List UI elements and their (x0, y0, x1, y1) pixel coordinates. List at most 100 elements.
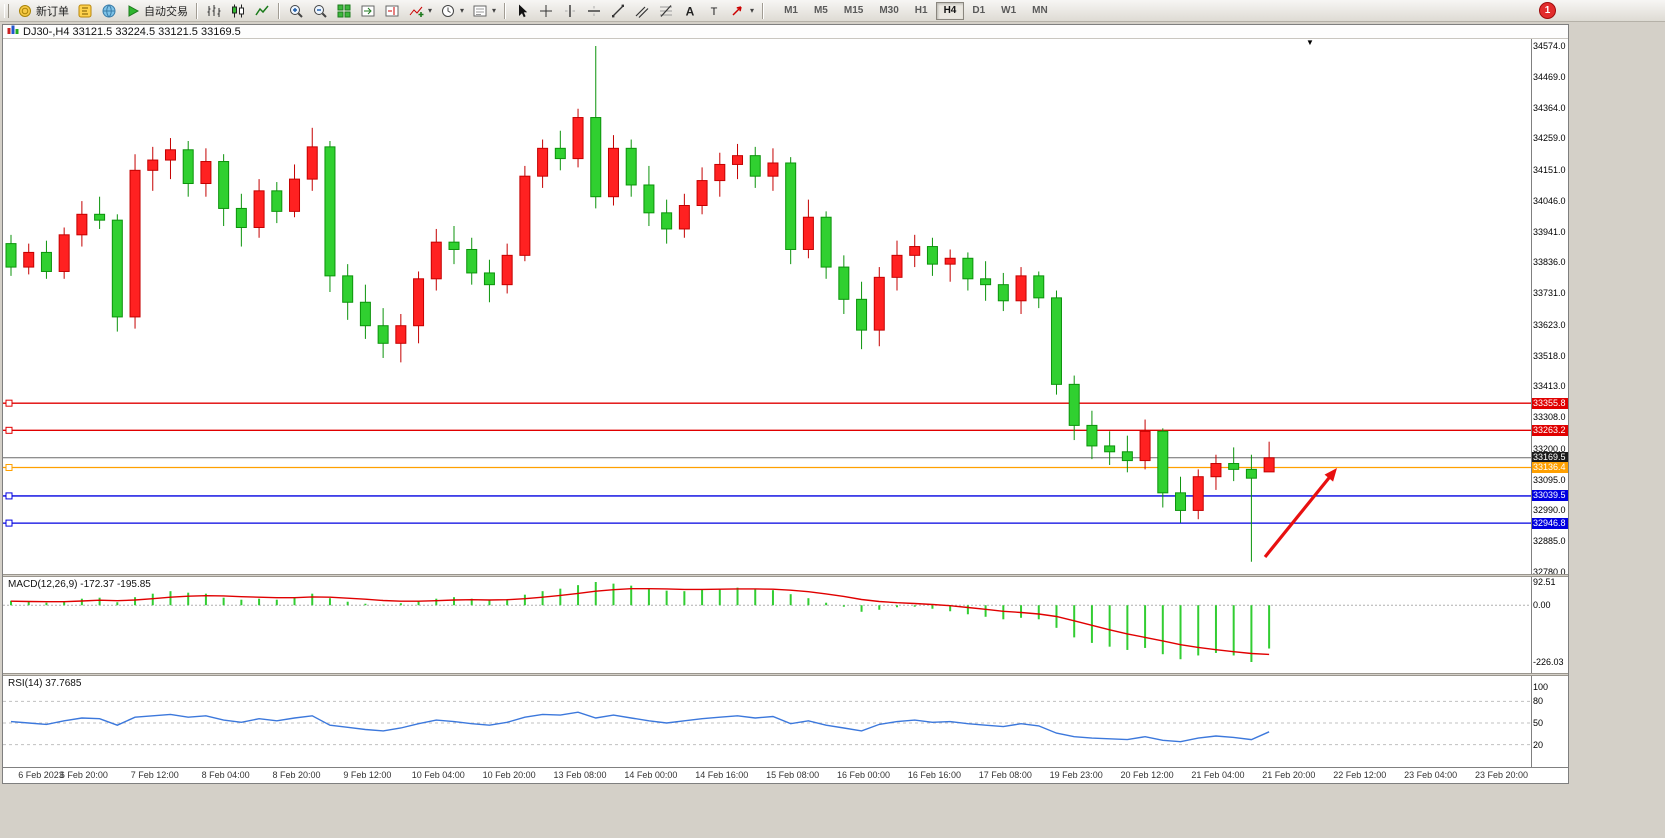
candlestick-chart-button[interactable] (226, 1, 250, 21)
time-axis[interactable]: 6 Feb 2023 6 Feb 20:00 7 Feb 12:00 8 Feb 04… (3, 767, 1568, 783)
price-axis-label: 32885.0 (1533, 536, 1566, 547)
timeframe-d1-button[interactable]: D1 (972, 4, 986, 16)
rsi-axis-label: 20 (1533, 739, 1544, 750)
periods-icon (440, 3, 456, 19)
line-anchor[interactable] (5, 464, 13, 472)
dropdown-arrow-icon: ▾ (750, 6, 755, 15)
community-icon (101, 3, 117, 19)
crosshair-button[interactable] (534, 1, 558, 21)
channel-button[interactable] (630, 1, 654, 21)
autotrading-button[interactable]: 自动交易 (121, 1, 192, 21)
timeframe-w1-button[interactable]: W1 (1001, 4, 1017, 16)
pane-splitter[interactable] (3, 673, 1568, 676)
timeframe-h4-button[interactable]: H4 (935, 1, 965, 20)
time-axis-label: 8 Feb 20:00 (272, 770, 321, 780)
price-chart-plot[interactable] (3, 39, 1531, 574)
macd-signal-line (10, 587, 1270, 656)
arrow-annotation[interactable] (1263, 468, 1337, 559)
macd-plot[interactable] (3, 577, 1531, 673)
line-chart-button[interactable] (250, 1, 274, 21)
time-axis-label: 23 Feb 04:00 (1404, 770, 1458, 780)
price-tag: 33263.2 (1532, 424, 1568, 436)
text-label-button[interactable]: T (702, 1, 726, 21)
zoom-out-button[interactable] (308, 1, 332, 21)
macd-axis-label: 92.51 (1533, 577, 1556, 587)
text-icon: A (682, 3, 698, 19)
indicators-icon (408, 3, 424, 19)
line-anchor[interactable] (5, 492, 13, 500)
macd-axis-label: -226.03 (1533, 657, 1564, 667)
horizontal-line-button[interactable] (582, 1, 606, 21)
time-axis-label: 14 Feb 00:00 (624, 770, 678, 780)
price-axis-label: 33518.0 (1533, 350, 1566, 361)
price-axis-label: 33836.0 (1533, 257, 1566, 268)
auto-scroll-icon (360, 3, 376, 19)
notification-badge[interactable]: 1 (1539, 2, 1556, 19)
autotrading-label: 自动交易 (144, 5, 188, 18)
rsi-pane[interactable]: RSI(14) 37.7685 100 80 50 20 (3, 676, 1568, 767)
chart-shift-button[interactable] (380, 1, 404, 21)
tile-windows-button[interactable] (332, 1, 356, 21)
macd-label: MACD(12,26,9) -172.37 -195.85 (8, 579, 151, 590)
arrows-button[interactable]: ▾ (726, 1, 758, 21)
bar-chart-button[interactable] (202, 1, 226, 21)
timeframe-h1-button[interactable]: H1 (914, 4, 928, 16)
metaeditor-icon (77, 3, 93, 19)
trendline-button[interactable] (606, 1, 630, 21)
price-axis-label: 34364.0 (1533, 102, 1566, 113)
time-axis-label: 14 Feb 16:00 (695, 770, 749, 780)
time-axis-label: 19 Feb 23:00 (1049, 770, 1103, 780)
price-axis-label: 33200.0 (1533, 443, 1566, 454)
chart-title: DJ30-,H4 33121.5 33224.5 33121.5 33169.5 (23, 25, 241, 38)
rsi-axis-label: 100 (1533, 682, 1549, 692)
price-chart-pane[interactable]: ▼ 34574.0 34469.0 34364.0 34259.0 34151.0 340… (3, 39, 1568, 574)
zoom-in-button[interactable] (284, 1, 308, 21)
line-anchor[interactable] (5, 519, 13, 527)
community-button[interactable] (97, 1, 121, 21)
new-order-icon (17, 3, 33, 19)
metaeditor-button[interactable] (73, 1, 97, 21)
toolbar-separator (762, 2, 765, 19)
time-axis-label: 8 Feb 04:00 (201, 770, 250, 780)
vertical-line-button[interactable] (558, 1, 582, 21)
price-axis[interactable]: 34574.0 34469.0 34364.0 34259.0 34151.0 34046… (1531, 39, 1568, 574)
text-button[interactable]: A (678, 1, 702, 21)
templates-button[interactable]: ▾ (468, 1, 500, 21)
rsi-axis-label: 80 (1533, 696, 1544, 707)
timeframe-m1-button[interactable]: M1 (784, 4, 798, 16)
timeframe-m30-button[interactable]: M30 (879, 4, 899, 16)
cursor-button[interactable] (510, 1, 534, 21)
new-order-label: 新订单 (36, 5, 69, 18)
line-anchor[interactable] (5, 399, 13, 407)
timeframe-m15-button[interactable]: M15 (843, 4, 864, 16)
price-axis-label: 34259.0 (1533, 133, 1566, 144)
timeframe-m5-button[interactable]: M5 (813, 4, 828, 16)
price-axis-label: 32780.0 (1533, 567, 1566, 574)
chart-shift-marker[interactable]: ▼ (1306, 39, 1314, 47)
time-axis-label: 22 Feb 12:00 (1333, 770, 1387, 780)
tile-windows-icon (336, 3, 352, 19)
rsi-plot[interactable] (3, 676, 1531, 767)
rsi-axis-label: 50 (1533, 718, 1544, 728)
chart-window-icon (7, 24, 19, 39)
auto-scroll-button[interactable] (356, 1, 380, 21)
bar-chart-icon (206, 3, 222, 19)
time-axis-label: 16 Feb 16:00 (907, 770, 961, 780)
indicators-button[interactable]: ▾ (404, 1, 436, 21)
new-order-button[interactable]: 新订单 (13, 1, 73, 21)
pane-splitter[interactable] (3, 574, 1568, 577)
price-axis-label: 32990.0 (1533, 505, 1566, 516)
fibonacci-button[interactable] (654, 1, 678, 21)
text-label-icon: T (706, 3, 722, 19)
macd-pane[interactable]: MACD(12,26,9) -172.37 -195.85 92.51 0.00 -… (3, 577, 1568, 673)
price-tag: 32946.8 (1532, 517, 1568, 529)
price-axis-label: 34574.0 (1533, 41, 1566, 51)
periods-button[interactable]: ▾ (436, 1, 468, 21)
timeframe-mn-button[interactable]: MN (1032, 4, 1048, 16)
toolbar: 新订单 自动交易 ▾ ▾ ▾ A T ▾ M1 M5 M15 M30 H1 H4 D1 W1 MN 1 (0, 0, 1665, 22)
toolbar-grip[interactable] (4, 3, 9, 18)
timeframe-toolbar: M1 M5 M15 M30 H1 H4 D1 W1 MN (776, 1, 1056, 20)
line-anchor[interactable] (5, 426, 13, 434)
templates-icon (472, 3, 488, 19)
price-axis-label: 33413.0 (1533, 381, 1566, 392)
